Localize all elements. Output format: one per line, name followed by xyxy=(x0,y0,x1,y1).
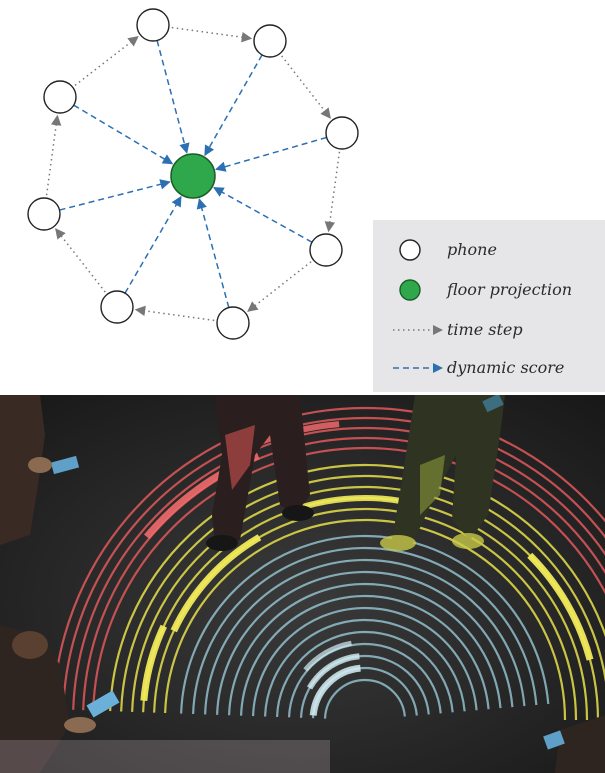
blue-ring xyxy=(215,570,514,715)
phone-node xyxy=(43,80,77,114)
network-diagram xyxy=(27,8,359,340)
legend-item-phone: phone xyxy=(373,236,605,266)
phone-node xyxy=(100,290,134,324)
yellow-ring xyxy=(164,518,567,721)
legend-item-time-step: time step xyxy=(373,316,605,346)
red-ring xyxy=(62,416,605,710)
floor-projection-photo xyxy=(0,395,605,773)
phone-node xyxy=(253,24,287,58)
legend-label-dynamic-score: dynamic score xyxy=(447,358,565,377)
dynamic-score-arrow xyxy=(204,54,263,157)
phone-nodes xyxy=(27,8,359,340)
red-ring xyxy=(92,446,605,711)
blue-ring xyxy=(239,594,490,716)
yellow-ring xyxy=(109,463,605,712)
phone-node xyxy=(216,306,250,340)
dynamic-score-arrow xyxy=(215,136,327,172)
yellow-segment xyxy=(170,534,262,633)
red-ring xyxy=(72,426,605,710)
time-step-arrow xyxy=(45,114,62,196)
blue-ring xyxy=(263,618,466,717)
person-top-left xyxy=(0,395,80,545)
blue-ring xyxy=(192,546,538,715)
blue-ring xyxy=(299,654,430,718)
red-ring xyxy=(82,436,605,711)
phone-node-icon xyxy=(399,239,421,261)
time-step-arrow xyxy=(247,261,312,312)
blue-ring xyxy=(275,630,454,717)
blue-segment xyxy=(306,653,360,690)
yellow-segment xyxy=(527,552,594,661)
phone-node xyxy=(325,116,359,150)
dynamic-score-arrow xyxy=(213,187,313,243)
dynamic-score-arrow xyxy=(156,40,190,154)
floor-projection-node xyxy=(170,153,216,199)
time-step-arrow xyxy=(74,35,139,86)
yellow-ring xyxy=(120,474,605,712)
blue-segment xyxy=(303,640,352,672)
yellow-segment xyxy=(140,624,167,701)
legend: phone floor projection time step dynamic… xyxy=(373,220,605,392)
time-step-arrow xyxy=(171,26,253,43)
projection-rings xyxy=(52,406,605,721)
person-left-legs xyxy=(206,395,314,551)
time-step-edges xyxy=(45,26,341,322)
blue-segment xyxy=(309,664,361,716)
dynamic-score-arrow xyxy=(59,179,171,211)
blue-ring xyxy=(323,678,406,719)
blue-ring xyxy=(227,582,502,716)
time-step-arrow xyxy=(55,228,106,293)
time-step-arrow-icon xyxy=(393,325,443,335)
red-ring xyxy=(52,406,605,710)
person-right-legs xyxy=(380,395,505,551)
blue-ring xyxy=(251,606,478,717)
phone-node xyxy=(309,233,343,267)
dynamic-score-arrow xyxy=(73,104,174,165)
blue-ring xyxy=(287,642,442,718)
phone-node xyxy=(27,197,61,231)
dynamic-score-edges xyxy=(59,40,327,308)
dynamic-score-arrow-icon xyxy=(393,363,443,373)
time-step-arrow xyxy=(324,151,341,233)
time-step-arrow xyxy=(134,305,215,322)
legend-item-dynamic-score: dynamic score xyxy=(373,354,605,384)
legend-item-floor-projection: floor projection xyxy=(373,276,605,306)
legend-label-floor-projection: floor projection xyxy=(447,280,573,299)
legend-label-phone: phone xyxy=(447,240,497,259)
dynamic-score-arrow xyxy=(196,198,230,308)
blue-ring xyxy=(203,558,526,715)
time-step-arrow xyxy=(281,55,331,119)
floor-projection-icon xyxy=(399,279,421,301)
person-bottom-left xyxy=(0,625,120,773)
phone-node xyxy=(136,8,170,42)
legend-label-time-step: time step xyxy=(447,320,523,339)
dynamic-score-arrow xyxy=(124,195,182,294)
person-bottom-right xyxy=(543,715,605,773)
blue-ring xyxy=(180,534,550,714)
